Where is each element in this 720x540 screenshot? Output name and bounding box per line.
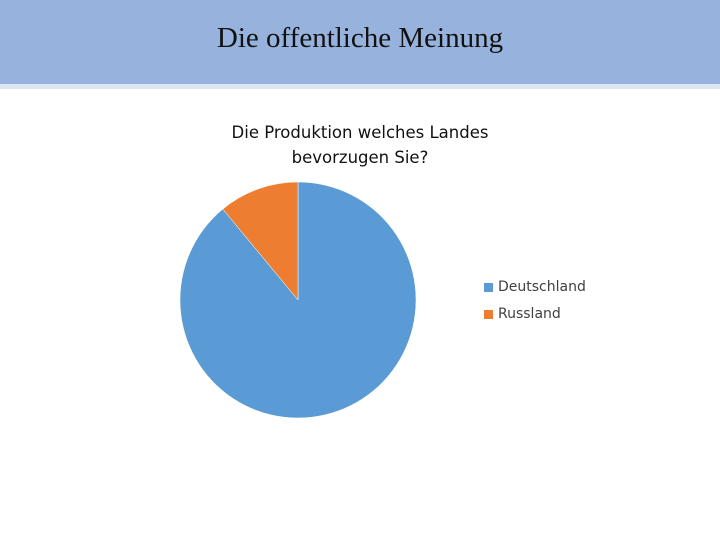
chart-title-line-2: bevorzugen Sie? bbox=[291, 148, 429, 167]
slide-header bbox=[0, 0, 720, 84]
header-divider bbox=[0, 84, 720, 89]
chart-legend: Deutschland Russland bbox=[484, 277, 586, 331]
legend-label: Russland bbox=[498, 306, 561, 322]
chart-title: Die Produktion welches Landes bevorzugen… bbox=[170, 120, 550, 170]
legend-item-russland: Russland bbox=[484, 304, 586, 324]
slide-title: Die offentliche Meinung bbox=[216, 22, 504, 54]
chart-title-line-1: Die Produktion welches Landes bbox=[231, 123, 489, 142]
pie-slice-russland bbox=[222, 181, 299, 301]
legend-item-deutschland: Deutschland bbox=[484, 277, 586, 297]
legend-swatch bbox=[484, 309, 493, 319]
legend-swatch bbox=[484, 282, 493, 292]
legend-label: Deutschland bbox=[498, 279, 586, 295]
